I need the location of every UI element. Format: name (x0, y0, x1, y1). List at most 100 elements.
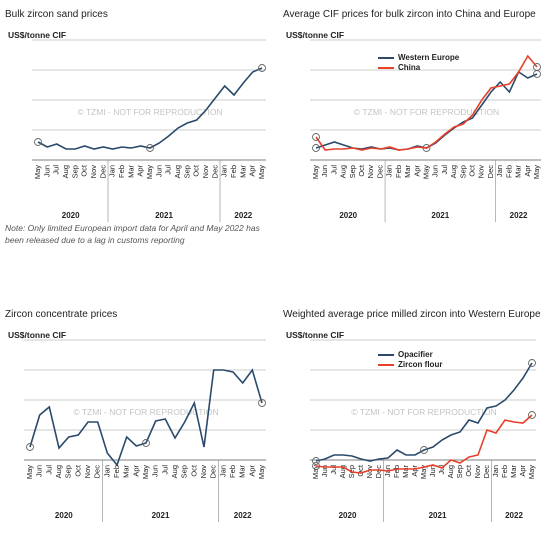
x-tick-label: Oct (468, 164, 477, 177)
x-tick-label: Oct (357, 164, 366, 177)
x-tick-label: May (33, 165, 42, 179)
year-label: 2022 (505, 511, 523, 520)
legend-label: Western Europe (398, 53, 460, 62)
x-tick-label: Jul (52, 165, 61, 175)
year-label: 2022 (510, 211, 528, 220)
highlight-marker (533, 63, 541, 71)
x-tick-label: Mar (514, 165, 523, 178)
year-label: 2021 (155, 211, 173, 220)
x-tick-label: Jan (218, 465, 227, 477)
x-tick-label: Nov (89, 165, 98, 179)
legend-label: China (398, 63, 421, 72)
x-tick-label: Mar (401, 465, 410, 478)
x-tick-label: Jul (329, 465, 338, 475)
x-tick-label: Mar (403, 165, 412, 178)
x-tick-label: Jun (154, 165, 163, 177)
x-tick-label: Apr (410, 464, 419, 476)
x-tick-label: Aug (170, 465, 179, 478)
x-tick-label: Jun (428, 465, 437, 477)
x-tick-label: Dec (210, 165, 219, 179)
x-tick-label: Oct (80, 164, 89, 177)
x-tick-label: Jan (102, 465, 111, 477)
x-tick-label: Oct (464, 464, 473, 477)
chart-title: Average CIF prices for bulk zircon into … (283, 9, 536, 20)
highlight-marker (146, 144, 154, 152)
x-tick-label: May (257, 165, 266, 179)
x-tick-label: Nov (473, 465, 482, 479)
highlight-marker (142, 439, 150, 447)
x-tick-label: Sep (180, 465, 189, 478)
year-label: 2021 (429, 511, 447, 520)
x-tick-label: Nov (365, 465, 374, 479)
highlight-marker (312, 144, 320, 152)
highlight-marker (312, 462, 320, 470)
x-tick-label: Mar (238, 465, 247, 478)
year-label: 2020 (339, 511, 357, 520)
line-series (315, 54, 538, 151)
x-tick-label: May (421, 165, 430, 179)
year-label: 2022 (234, 511, 252, 520)
highlight-marker (34, 138, 42, 146)
x-tick-label: May (145, 165, 154, 179)
x-tick-label: Jul (160, 465, 169, 475)
highlight-marker (258, 399, 266, 407)
x-tick-label: Apr (523, 164, 532, 176)
x-tick-label: Jul (440, 165, 449, 175)
chart-title: Zircon concentrate prices (5, 309, 117, 320)
watermark: © TZMI - NOT FOR REPRODUCTION (354, 107, 499, 117)
x-tick-label: May (25, 465, 34, 479)
x-tick-label: May (311, 165, 320, 179)
x-tick-label: Dec (209, 465, 218, 479)
y-axis-label: US$/tonne CIF (8, 330, 66, 340)
x-tick-label: Apr (412, 164, 421, 176)
x-tick-label: Sep (348, 165, 357, 178)
x-tick-label: Mar (509, 465, 518, 478)
x-tick-label: Nov (83, 465, 92, 479)
x-tick-label: Aug (449, 165, 458, 178)
x-tick-label: Aug (339, 165, 348, 178)
x-tick-label: Sep (64, 465, 73, 478)
x-tick-label: Feb (228, 465, 237, 478)
x-tick-label: Jan (220, 165, 229, 177)
x-tick-label: Mar (238, 165, 247, 178)
x-tick-label: Feb (392, 465, 401, 478)
line-series (37, 67, 263, 150)
watermark: © TZMI - NOT FOR REPRODUCTION (73, 407, 218, 417)
x-tick-label: Apr (518, 464, 527, 476)
year-label: 2020 (339, 211, 357, 220)
x-tick-label: Jun (42, 165, 51, 177)
x-tick-label: Feb (500, 465, 509, 478)
x-tick-label: Dec (482, 465, 491, 479)
watermark: © TZMI - NOT FOR REPRODUCTION (351, 407, 496, 417)
x-tick-label: Jun (35, 465, 44, 477)
x-tick-label: Feb (112, 465, 121, 478)
chart-title: Bulk zircon sand prices (5, 9, 108, 20)
x-tick-label: Nov (477, 165, 486, 179)
x-tick-label: Jan (385, 165, 394, 177)
year-label: 2022 (234, 211, 252, 220)
x-tick-label: Jul (44, 465, 53, 475)
highlight-marker (528, 411, 536, 419)
chart-title: Weighted average price milled zircon int… (283, 309, 541, 320)
x-tick-label: May (311, 465, 320, 479)
legend-label: Opacifier (398, 350, 433, 359)
highlight-marker (26, 443, 34, 451)
x-tick-label: Nov (366, 165, 375, 179)
line-series (315, 414, 533, 474)
x-tick-label: Nov (201, 165, 210, 179)
x-tick-label: Oct (189, 464, 198, 477)
x-tick-label: Dec (486, 165, 495, 179)
year-label: 2021 (431, 211, 449, 220)
x-tick-label: Jul (329, 165, 338, 175)
x-tick-label: Jul (164, 165, 173, 175)
x-tick-label: Jun (320, 165, 329, 177)
x-tick-label: Jun (431, 165, 440, 177)
x-tick-label: May (419, 465, 428, 479)
x-tick-label: Jan (491, 465, 500, 477)
x-tick-label: Oct (73, 464, 82, 477)
x-tick-label: Aug (61, 165, 70, 178)
x-tick-label: Feb (117, 165, 126, 178)
x-tick-label: Nov (199, 465, 208, 479)
